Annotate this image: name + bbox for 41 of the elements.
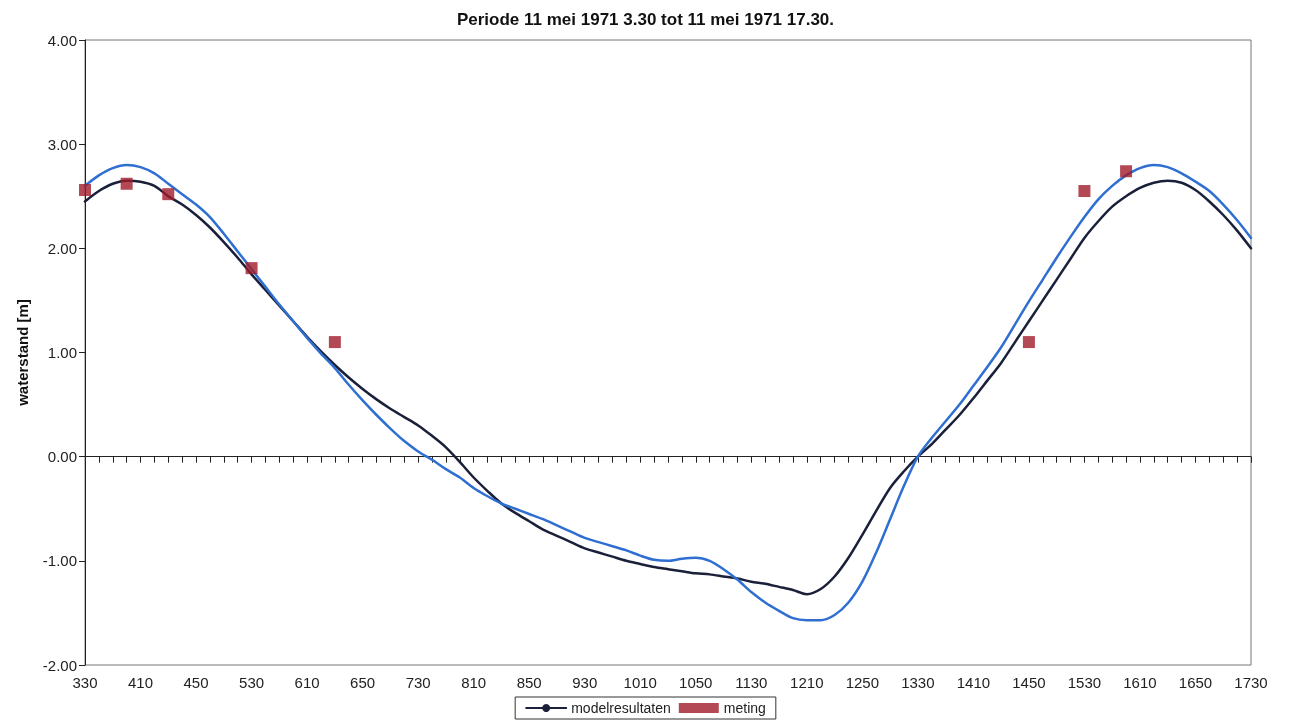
x-tick-label: 530 (239, 674, 265, 691)
chart-title: Periode 11 mei 1971 3.30 tot 11 mei 1971 17.30. (456, 10, 835, 29)
x-tick-label: 930 (572, 674, 598, 691)
x-tick-label: 650 (350, 674, 376, 691)
y-axis-title: waterstand [m] (14, 299, 31, 407)
point (120, 177, 133, 190)
x-tick-label: 1450 (1012, 674, 1046, 691)
point (79, 184, 91, 196)
x-tick-label: 1250 (845, 674, 880, 691)
y-tick-label: 3.00 (47, 135, 77, 153)
x-tick-label: 410 (128, 674, 154, 691)
x-tick-label: 1130 (735, 674, 768, 691)
x-tick-label: 1330 (901, 674, 935, 691)
x-tick-label: 1530 (1067, 674, 1102, 691)
point (1022, 336, 1035, 349)
legend-label: meting (723, 700, 766, 716)
x-tick-label: 330 (72, 674, 98, 691)
y-tick-label: 1.00 (47, 344, 77, 361)
point (328, 336, 341, 349)
y-tick-label: 0.00 (47, 448, 77, 466)
point (1078, 185, 1091, 198)
x-tick-label: 850 (516, 674, 542, 691)
x-tick-label: 450 (183, 674, 209, 691)
x-tick-label: 1730 (1234, 674, 1268, 691)
x-tick-label: 730 (405, 674, 431, 691)
x-tick-label: 1210 (790, 674, 824, 691)
x-tick-label: 810 (461, 674, 487, 691)
point (1120, 165, 1133, 178)
x-tick-label: 1650 (1178, 674, 1213, 691)
x-tick-label: 1410 (956, 674, 991, 691)
y-tick-label: -2.00 (42, 656, 77, 674)
x-tick-label: 1610 (1123, 674, 1157, 691)
point (245, 262, 258, 275)
legend-label: modelresultaten (571, 700, 671, 716)
x-tick-label: 1050 (679, 674, 713, 691)
x-tick-label: 610 (294, 674, 320, 691)
y-tick-label: -1.00 (42, 552, 77, 570)
point (162, 188, 175, 201)
y-tick-label: 2.00 (47, 239, 77, 257)
y-tick-label: 4.00 (47, 31, 77, 49)
x-tick-label: 1010 (623, 674, 657, 691)
